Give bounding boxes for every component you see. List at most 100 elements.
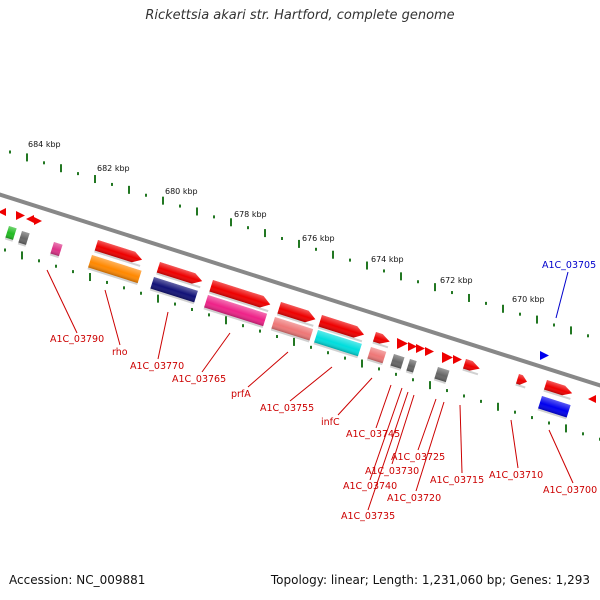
- scale-tick: [123, 286, 125, 290]
- scale-tick: [145, 193, 147, 197]
- gene-lower: [389, 354, 405, 371]
- label-leader: [247, 351, 289, 388]
- scale-tick: [77, 172, 79, 176]
- scale-tick: [366, 261, 368, 270]
- gene-lower: [537, 396, 571, 420]
- scale-ticks: [4, 150, 600, 441]
- label-leader: [417, 398, 437, 451]
- gene-lower: [405, 359, 417, 375]
- label-leaders: [46, 269, 574, 511]
- label-leader: [337, 377, 373, 416]
- scale-tick: [361, 359, 363, 368]
- scale-tick: [293, 337, 295, 346]
- scale-tick: [395, 372, 397, 376]
- gene-label: A1C_03770: [130, 361, 184, 372]
- scale-tick: [196, 207, 198, 216]
- scale-tick: [349, 258, 351, 262]
- scale-tick: [276, 334, 278, 338]
- scale-labels: 684 kbp 682 kbp 680 kbp 678 kbp 676 kbp 674 k…: [28, 140, 545, 304]
- gene-arrow: [442, 352, 453, 363]
- scale-tick: [179, 204, 181, 208]
- scale-tick: [587, 334, 589, 338]
- scale-tick: [468, 293, 470, 302]
- scale-tick: [72, 270, 74, 274]
- gene-forward: [462, 359, 480, 376]
- scale-label: 684 kbp: [28, 140, 61, 149]
- scale-tick: [497, 402, 499, 411]
- scale-label: 674 kbp: [371, 255, 404, 264]
- gene-lower: [4, 226, 17, 242]
- topology-length-genes: Topology: linear; Length: 1,231,060 bp; …: [270, 573, 590, 587]
- diagram-title: Rickettsia akari str. Hartford, complete…: [145, 8, 455, 23]
- gene-label: A1C_03745: [346, 429, 400, 440]
- scale-tick: [60, 164, 62, 173]
- scale-tick: [298, 239, 300, 248]
- gene-arrow: [408, 342, 417, 351]
- scale-tick: [412, 378, 414, 382]
- gene-label: A1C_03735: [341, 511, 395, 522]
- scale-tick: [191, 307, 193, 311]
- gene-arrow: [34, 217, 42, 225]
- gene-arrow: [540, 351, 549, 360]
- gene-arrow: [0, 208, 6, 216]
- scale-tick: [565, 424, 567, 433]
- scale-label: 670 kbp: [512, 295, 545, 304]
- gene-arrow: [416, 344, 425, 353]
- scale-tick: [378, 367, 380, 371]
- label-leader: [157, 311, 169, 360]
- gene-label: A1C_03755: [260, 403, 314, 414]
- scale-tick: [174, 302, 176, 306]
- gene-lower: [270, 317, 314, 343]
- accession-text: Accession: NC_009881: [9, 573, 146, 587]
- scale-tick: [140, 291, 142, 295]
- gene-forward: [372, 332, 390, 349]
- gene-forward: [317, 315, 365, 343]
- gene-arrow: [425, 347, 434, 356]
- gene-label: A1C_03790: [50, 334, 104, 345]
- scale-tick: [502, 304, 504, 313]
- label-leader: [369, 387, 403, 481]
- scale-tick: [434, 283, 436, 292]
- gene-label: A1C_03725: [391, 452, 445, 463]
- scale-tick: [570, 326, 572, 335]
- scale-tick: [400, 272, 402, 281]
- gene-forward: [208, 280, 271, 313]
- gene-lower: [87, 255, 142, 286]
- label-leader: [375, 384, 392, 429]
- scale-tick: [55, 264, 57, 268]
- gene-forward: [515, 374, 528, 389]
- scale-tick: [485, 301, 487, 305]
- gene-label: A1C_03730: [365, 466, 419, 477]
- scale-tick: [213, 215, 215, 219]
- label-leader: [46, 269, 78, 334]
- scale-tick: [315, 247, 317, 251]
- label-leader: [104, 289, 121, 346]
- gene-lower: [149, 277, 198, 305]
- scale-tick: [327, 351, 329, 355]
- scale-label: 672 kbp: [440, 276, 473, 285]
- scale-label: 678 kbp: [234, 210, 267, 219]
- gene-forward: [543, 380, 573, 400]
- scale-tick: [310, 345, 312, 349]
- scale-tick: [264, 229, 266, 238]
- scale-tick: [128, 185, 130, 194]
- scale-tick: [4, 248, 6, 252]
- label-leader: [367, 391, 409, 511]
- scale-tick: [21, 251, 23, 260]
- gene-lower: [203, 295, 268, 329]
- scale-tick: [531, 416, 533, 420]
- scale-tick: [225, 316, 227, 325]
- gene-arrow: [588, 395, 596, 403]
- label-leader: [289, 366, 333, 402]
- label-leader: [555, 271, 569, 319]
- scale-tick: [536, 315, 538, 324]
- gene-forward: [94, 240, 143, 267]
- label-leader: [510, 419, 519, 469]
- scale-tick: [242, 324, 244, 328]
- scale-tick: [208, 313, 210, 317]
- scale-tick: [106, 280, 108, 284]
- gene-lower: [49, 242, 63, 259]
- label-leader: [548, 429, 574, 484]
- scale-tick: [38, 259, 40, 263]
- gene-features: [0, 208, 596, 420]
